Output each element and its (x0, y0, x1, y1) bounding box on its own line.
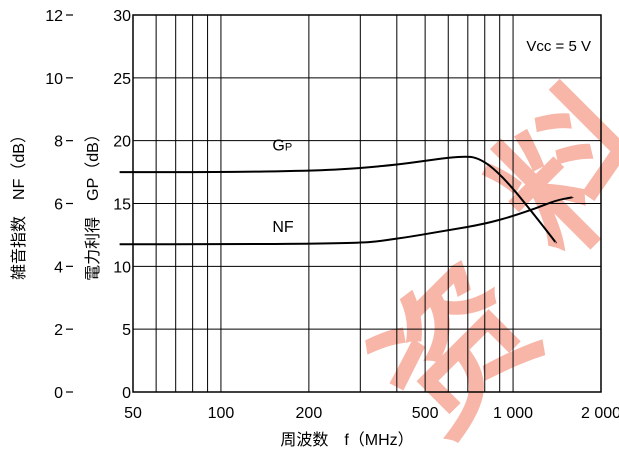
y-axis-label-nf: 雑音指数 NF（dB） (10, 127, 28, 280)
plot-frame (132, 14, 602, 393)
x-tick-label: 100 (208, 405, 235, 422)
nf-tick-label: 10 (45, 71, 63, 88)
nf-tick-label: 8 (54, 134, 63, 151)
nf-tick-label: 2 (54, 322, 63, 339)
gain-tick-label: 25 (113, 71, 131, 88)
x-tick-label: 500 (412, 405, 439, 422)
gain-tick-label: 5 (122, 322, 131, 339)
nf-tick-label: 4 (54, 259, 63, 276)
series-group: GP NF (119, 138, 573, 246)
x-tick-label: 200 (296, 405, 323, 422)
watermark-char-2: 料 (462, 56, 619, 285)
x-axis-label: 周波数 f（MHz） (280, 431, 413, 449)
series-label-nf: NF (272, 219, 294, 236)
watermark: 资 料 (342, 56, 619, 457)
nf-tick-label: 6 (54, 197, 63, 214)
series-line-nf (119, 196, 573, 246)
y-axis-label-gain: 電力利得 GP（dB） (84, 126, 102, 281)
annotation-background (515, 17, 599, 76)
annotation-text: Vcc = 5 V (526, 38, 591, 55)
axis-ticks: 0 2 4 6 8 10 12 0 5 10 15 20 25 30 50 100 200 500 1 000 2 0… (45, 8, 619, 422)
x-tick-label: 1 000 (493, 405, 533, 422)
watermark-char-1: 资 (342, 236, 571, 457)
nf-tick-label: 12 (45, 8, 63, 25)
nf-tick-label: 0 (54, 385, 63, 402)
annotation-box: Vcc = 5 V (515, 17, 599, 76)
gain-tick-label: 30 (113, 8, 131, 25)
grid (133, 15, 601, 392)
series-label-gp: GP (272, 138, 292, 155)
gain-tick-label: 0 (122, 385, 131, 402)
gain-tick-label: 15 (113, 197, 131, 214)
gain-tick-label: 20 (113, 134, 131, 151)
series-line-gp (119, 155, 557, 244)
x-tick-label: 2 000 (581, 405, 619, 422)
gain-tick-label: 10 (113, 259, 131, 276)
x-tick-label: 50 (124, 405, 142, 422)
